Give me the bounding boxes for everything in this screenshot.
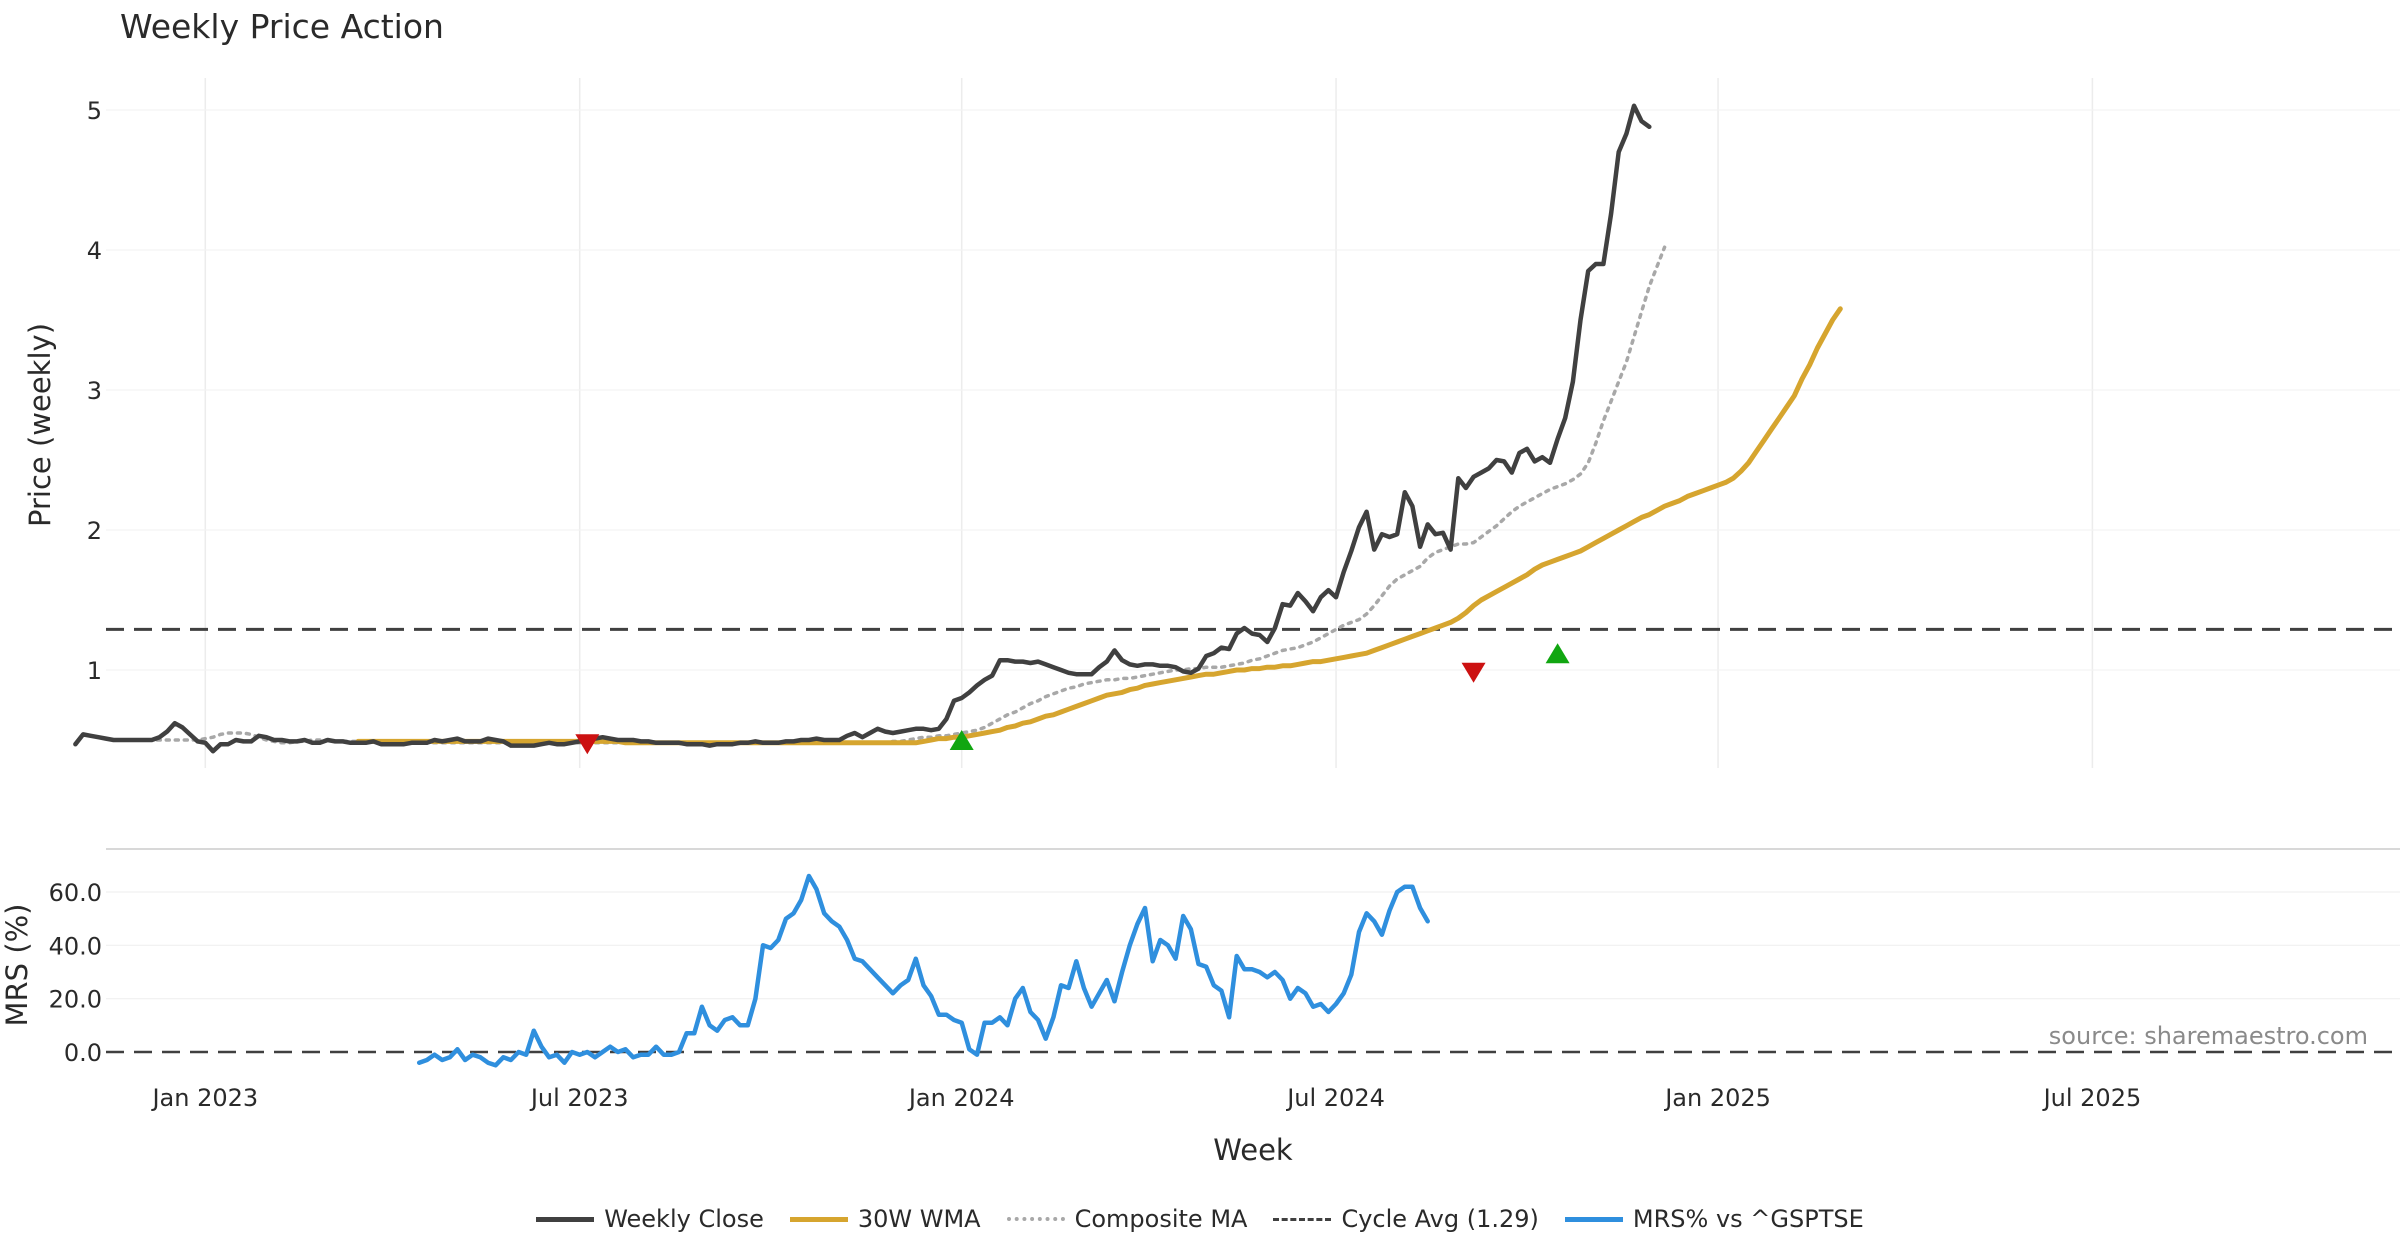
mrs-y-ticks: 0.0 20.0 40.0 60.0 <box>49 879 102 1067</box>
legend: Weekly Close 30W WMA Composite MA Cycle … <box>0 1205 2400 1233</box>
x-axis-label: Week <box>1213 1133 1293 1167</box>
series-line-mrs-vs-gsptse <box>416 873 1430 1068</box>
legend-item-composite-ma: Composite MA <box>1006 1205 1248 1233</box>
price-panel-grid <box>106 78 2400 768</box>
legend-item-mrs: MRS% vs ^GSPTSE <box>1564 1205 1864 1233</box>
price-y-axis-label: Price (weekly) <box>23 323 57 527</box>
buy-signal-marker-2 <box>949 730 974 750</box>
price-y-tick-1: 1 <box>87 657 102 685</box>
legend-swatch-30w-wma <box>789 1216 848 1222</box>
source-annotation: source: sharemaestro.com <box>2049 1022 2368 1050</box>
buy-signal-marker-4 <box>1545 643 1570 664</box>
price-y-tick-2: 2 <box>87 517 102 545</box>
legend-label-mrs: MRS% vs ^GSPTSE <box>1632 1205 1864 1233</box>
x-ticks: Jan 2023 Jul 2023 Jan 2024 Jul 2024 Jan 2025… <box>150 1084 2141 1112</box>
legend-item-weekly-close: Weekly Close <box>536 1205 764 1233</box>
x-tick-label-jan-2025: Jan 2025 <box>1663 1084 1771 1112</box>
legend-label-composite-ma: Composite MA <box>1074 1205 1248 1233</box>
x-tick-label-jul-2023: Jul 2023 <box>529 1084 629 1112</box>
legend-item-30w-wma: 30W WMA <box>789 1205 981 1233</box>
x-tick-label-jan-2024: Jan 2024 <box>907 1084 1015 1112</box>
x-tick-label-jul-2025: Jul 2025 <box>2042 1084 2142 1112</box>
price-y-tick-3: 3 <box>87 377 102 405</box>
mrs-series <box>416 873 1430 1068</box>
legend-swatch-composite-ma <box>1006 1217 1065 1221</box>
mrs-y-tick-60-0: 60.0 <box>49 879 102 907</box>
legend-label-weekly-close: Weekly Close <box>604 1205 764 1233</box>
chart-title: Weekly Price Action <box>120 7 444 46</box>
series-line-weekly-close <box>73 103 1652 754</box>
legend-item-cycle-avg: Cycle Avg (1.29) <box>1273 1205 1539 1233</box>
mrs-y-tick-20-0: 20.0 <box>49 986 102 1014</box>
price-series <box>73 103 1843 754</box>
mrs-y-tick-0-0: 0.0 <box>64 1039 102 1067</box>
mrs-panel-grid <box>106 891 2400 1000</box>
sell-signal-marker-3 <box>1461 662 1486 683</box>
price-y-ticks: 1 2 3 4 5 <box>87 97 102 685</box>
signal-markers <box>575 643 1570 755</box>
mrs-y-axis-label: MRS (%) <box>0 904 34 1027</box>
price-y-tick-5: 5 <box>87 97 102 125</box>
x-tick-label-jan-2023: Jan 2023 <box>150 1084 258 1112</box>
legend-swatch-weekly-close <box>536 1216 595 1222</box>
legend-label-30w-wma: 30W WMA <box>857 1205 981 1233</box>
x-tick-label-jul-2024: Jul 2024 <box>1285 1084 1385 1112</box>
sell-signal-marker-1 <box>575 734 600 755</box>
price-y-tick-4: 4 <box>87 237 102 265</box>
legend-label-cycle-avg: Cycle Avg (1.29) <box>1341 1205 1539 1233</box>
legend-swatch-cycle-avg <box>1273 1217 1332 1221</box>
mrs-y-tick-40-0: 40.0 <box>49 932 102 960</box>
series-line-30w-wma <box>355 306 1843 746</box>
series-line-composite-ma <box>119 245 1667 745</box>
legend-swatch-mrs <box>1564 1216 1623 1222</box>
